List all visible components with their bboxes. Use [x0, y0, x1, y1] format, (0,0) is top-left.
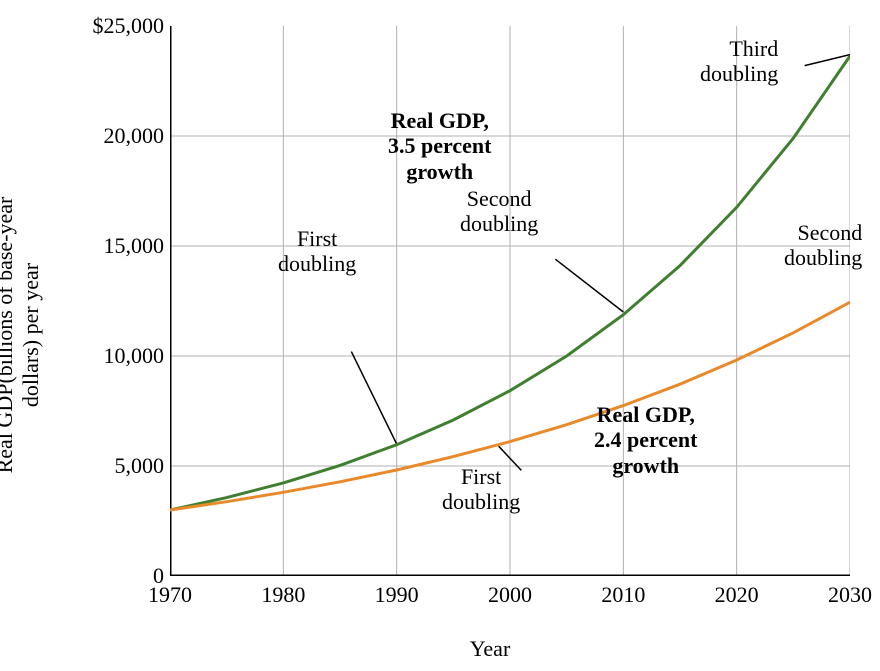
second-doubling-high-leader	[555, 259, 623, 312]
annotation-first-doubling-low: First doubling	[442, 464, 520, 515]
series-label-high: Real GDP, 3.5 percent growth	[388, 108, 491, 184]
y-tick: 20,000	[104, 123, 165, 149]
x-tick: 1970	[148, 582, 192, 608]
y-tick: $25,000	[93, 13, 165, 39]
first-doubling-high-leader	[351, 352, 396, 444]
series-label-low: Real GDP, 2.4 percent growth	[594, 402, 697, 478]
x-tick: 2020	[715, 582, 759, 608]
y-tick: 10,000	[104, 343, 165, 369]
x-tick: 2010	[601, 582, 645, 608]
x-tick: 2000	[488, 582, 532, 608]
x-tick: 1980	[261, 582, 305, 608]
annotation-third-doubling: Third doubling	[700, 36, 778, 87]
x-axis-label: Year	[470, 636, 511, 662]
x-tick: 2030	[828, 582, 872, 608]
x-tick: 1990	[375, 582, 419, 608]
annotation-first-doubling-high: First doubling	[278, 226, 356, 277]
annotation-second-doubling-low: Second doubling	[784, 220, 862, 271]
y-tick: 5,000	[115, 453, 165, 479]
chart-container: Real GDP(billions of base-year dollars) …	[0, 0, 880, 671]
y-axis-label: Real GDP(billions of base-year dollars) …	[0, 197, 44, 474]
y-tick: 15,000	[104, 233, 165, 259]
annotation-second-doubling-high: Second doubling	[460, 186, 538, 237]
